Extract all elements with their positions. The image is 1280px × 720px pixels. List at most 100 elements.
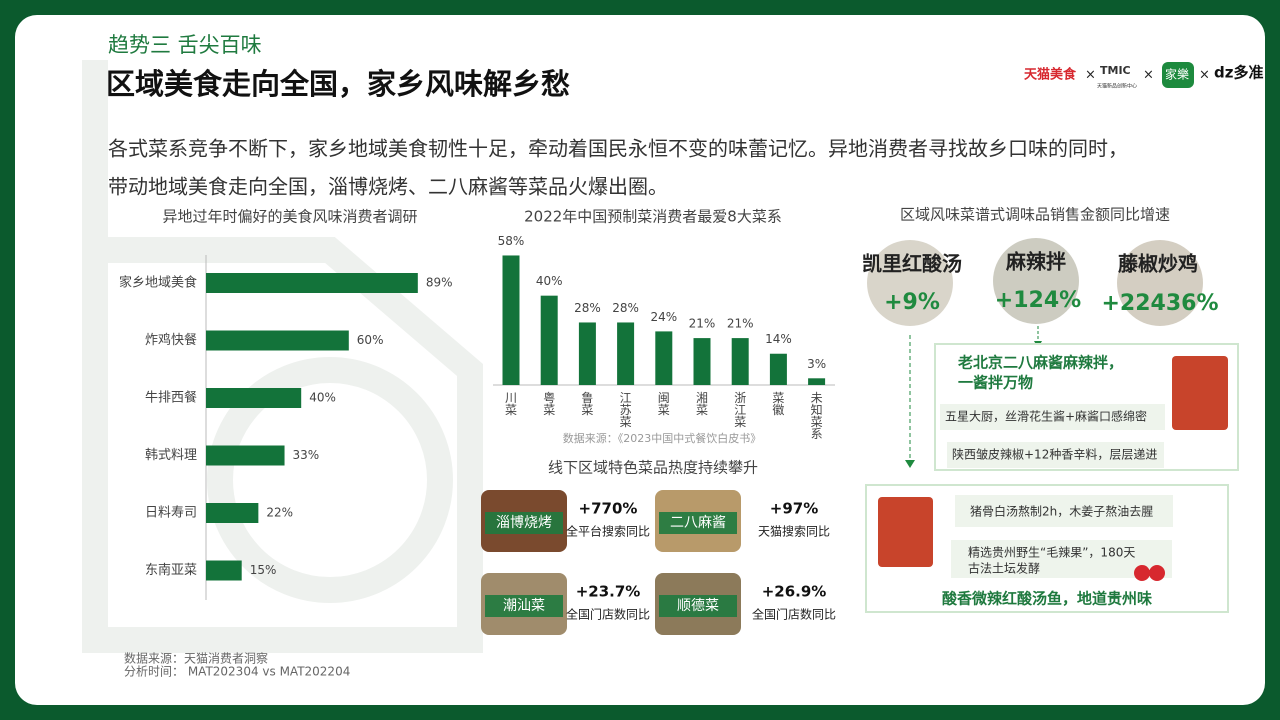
- flavor-name: 藤椒炒鸡: [1117, 252, 1198, 276]
- value-label: 28%: [612, 301, 639, 315]
- point: 陕西皱皮辣椒+12种香辛料，层层递进: [952, 447, 1157, 462]
- card-caption: 酸香微辣红酸汤鱼，地道贵州味: [942, 590, 1152, 608]
- bar: [808, 378, 826, 385]
- value-label: 3%: [807, 357, 826, 371]
- dish-name: 淄博烧烤: [496, 514, 552, 531]
- logo: 家樂: [1165, 67, 1189, 82]
- category-label: 东南亚菜: [145, 562, 197, 578]
- section: 趋势三 舌尖百味: [108, 33, 262, 57]
- title: 区域美食走向全国，家乡风味解乡愁: [106, 67, 570, 101]
- value-label: 40%: [309, 391, 336, 405]
- intro: 带动地域美食走向全国，淄博烧烤、二八麻酱等菜品火爆出圈。: [108, 175, 668, 199]
- chart-title: 异地过年时偏好的美食风味消费者调研: [162, 208, 417, 226]
- point: 五星大厨，丝滑花生酱+麻酱口感绵密: [945, 409, 1147, 424]
- point-box: [947, 442, 1164, 468]
- category-char: 菜: [658, 403, 670, 417]
- intro: 各式菜系竞争不断下，家乡地域美食韧性十足，牵动着国民永恒不变的味蕾记忆。异地消费…: [108, 137, 1128, 161]
- category-label: 日料寿司: [145, 506, 197, 521]
- dish-tag: [659, 595, 737, 617]
- bar: [540, 295, 558, 385]
- logos: 天猫美食 × TMIC 天猫新品创新中心 × 家樂 × dz多准: [1024, 62, 1263, 90]
- watermark: [82, 60, 483, 653]
- logo: 天猫美食: [1024, 67, 1077, 83]
- value-label: 28%: [574, 301, 601, 315]
- dish-growth: +770%: [579, 500, 638, 518]
- dish-growth: +23.7%: [576, 583, 641, 601]
- tomato: [1149, 565, 1165, 581]
- chart-title: 2022年中国预制菜消费者最爱8大菜系: [524, 208, 782, 226]
- category-char: 浙: [734, 391, 746, 405]
- category-label: 川菜: [505, 391, 517, 417]
- bar: [655, 331, 673, 385]
- bar: [206, 445, 285, 466]
- value-label: 58%: [498, 234, 525, 248]
- bar: [693, 338, 711, 385]
- category-char: 川: [505, 391, 517, 405]
- point: 猪骨白汤熬制2h，木姜子熬油去腥: [970, 504, 1153, 519]
- value-label: 24%: [650, 310, 677, 324]
- dish-name: 二八麻酱: [670, 515, 726, 531]
- category-char: 鲁: [581, 391, 593, 405]
- bar: [206, 560, 242, 581]
- bar: [206, 330, 349, 351]
- category-char: 菜: [581, 403, 593, 417]
- photo: [993, 238, 1079, 324]
- category-char: 江: [620, 391, 632, 405]
- bar: [502, 255, 520, 385]
- bar: [206, 388, 302, 408]
- section-title: 区域风味菜谱式调味品销售金额同比增速: [900, 206, 1170, 224]
- dish-name: 潮汕菜: [503, 598, 545, 614]
- category-char: 徽: [772, 402, 784, 417]
- photo: [867, 240, 953, 326]
- category-char: 粤: [543, 390, 555, 405]
- point: 精选贵州野生“毛辣果”，180天: [968, 546, 1135, 560]
- regional-section: 区域风味菜谱式调味品销售金额同比增速 凯里红酸汤 +9% 麻辣拌 +124% 藤…: [862, 206, 1239, 613]
- category-label: 家乡地域美食: [119, 275, 197, 291]
- tomato: [1134, 565, 1150, 581]
- value-label: 33%: [293, 448, 320, 462]
- separator: ×: [1085, 68, 1096, 83]
- category-char: 湘: [696, 390, 708, 405]
- footnote: 分析时间： MAT202304 vs MAT202204: [124, 665, 350, 679]
- dish-metric: 天猫搜索同比: [758, 524, 830, 539]
- category-char: 未: [811, 391, 823, 405]
- point-box: [940, 404, 1165, 430]
- dish-tag: [485, 595, 563, 617]
- category-char: 菜: [505, 403, 517, 417]
- value-label: 21%: [689, 317, 716, 331]
- bar: [617, 322, 635, 385]
- category-char: 菜: [811, 415, 823, 429]
- point: 古法土坛发酵: [968, 561, 1040, 576]
- category-label: 浙江菜: [734, 391, 746, 429]
- bar: [769, 353, 787, 385]
- category-label: 鲁菜: [581, 391, 593, 417]
- bar: [206, 273, 418, 293]
- category-char: 菜: [543, 403, 555, 417]
- category-label: 江苏菜: [620, 391, 632, 429]
- category-char: 江: [734, 403, 746, 417]
- category-char: 苏: [620, 403, 632, 417]
- hot-section: 线下区域特色菜品热度持续攀升 淄博烧烤 +770% 全平台搜索同比 二八麻酱 +97% 天…: [481, 459, 836, 635]
- section-title: 线下区域特色菜品热度持续攀升: [548, 459, 758, 477]
- card-title: 一酱拌万物: [958, 374, 1033, 392]
- separator: ×: [1143, 68, 1154, 83]
- flavor-name: 凯里红酸汤: [862, 252, 962, 276]
- point-box: [955, 495, 1173, 527]
- category-char: 菜: [772, 391, 784, 405]
- growth: +9%: [884, 290, 940, 315]
- category-char: 菜: [734, 415, 746, 429]
- category-label: 牛排西餐: [145, 390, 197, 406]
- category-label: 湘菜: [696, 390, 708, 417]
- category-char: 闽: [658, 391, 670, 405]
- value-label: 22%: [266, 506, 293, 520]
- logo: 天猫新品创新中心: [1097, 83, 1137, 90]
- arrow-head: [905, 460, 915, 468]
- category-label: 未知菜系: [811, 391, 823, 441]
- dish-metric: 全国门店数同比: [566, 607, 650, 622]
- dish-tag: [485, 512, 563, 534]
- logo: dz多准: [1214, 64, 1263, 82]
- product-image: [1172, 356, 1228, 430]
- footnote: 数据来源：天猫消费者洞察: [124, 651, 268, 666]
- bar: [206, 503, 259, 523]
- value-label: 40%: [536, 274, 563, 288]
